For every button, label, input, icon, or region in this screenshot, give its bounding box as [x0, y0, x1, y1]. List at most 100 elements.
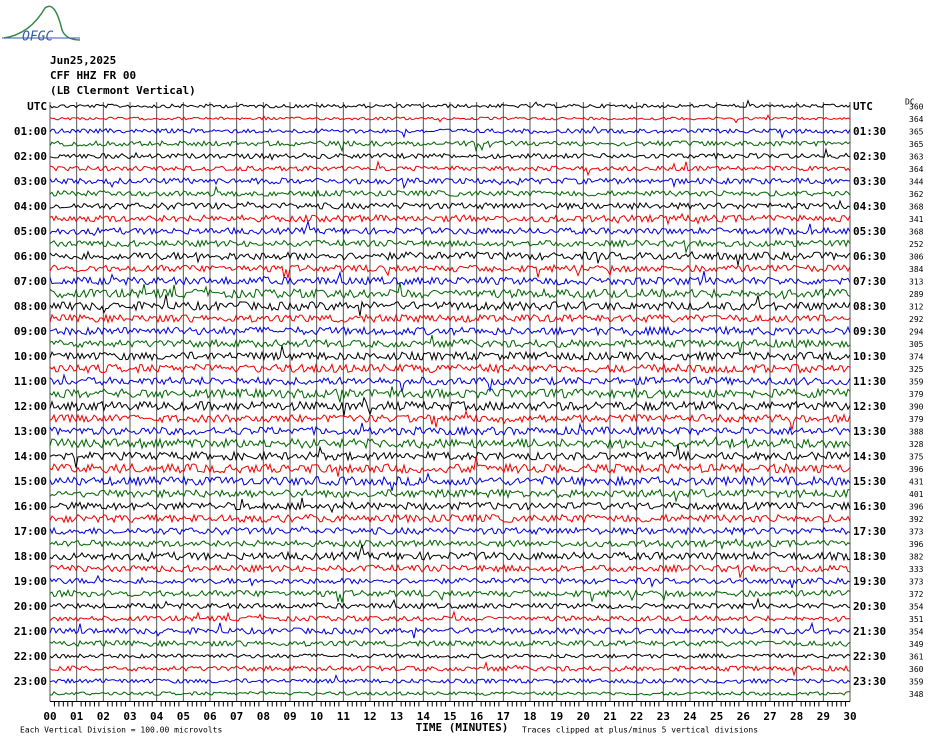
- dc-value: 294: [909, 328, 924, 337]
- trace: [49, 610, 851, 623]
- trace: [49, 219, 851, 237]
- dc-value: 373: [909, 578, 924, 587]
- trace: [49, 238, 851, 254]
- x-tick-label: 05: [177, 710, 190, 723]
- trace: [49, 513, 851, 524]
- dc-header: DC: [905, 98, 915, 107]
- dc-value: 351: [909, 615, 924, 624]
- dc-value: 401: [909, 490, 924, 499]
- dc-value: 384: [909, 265, 924, 274]
- hour-label: 21:00: [14, 625, 47, 638]
- x-label: TIME (MINUTES): [416, 721, 509, 734]
- dc-value: 348: [909, 690, 924, 699]
- trace: [49, 177, 851, 190]
- dc-value: 362: [909, 190, 924, 199]
- trace: [49, 294, 851, 316]
- x-tick-label: 18: [523, 710, 536, 723]
- dc-value: 312: [909, 303, 924, 312]
- hour-label: 07:00: [14, 275, 47, 288]
- hour-label: 01:00: [14, 125, 47, 138]
- x-tick-label: 07: [230, 710, 243, 723]
- x-tick-label: 26: [737, 710, 751, 723]
- trace: [49, 282, 851, 300]
- hour-label: 19:00: [14, 575, 47, 588]
- x-tick-label: 02: [97, 710, 110, 723]
- dc-value: 431: [909, 478, 924, 487]
- hour-label: 13:00: [14, 425, 47, 438]
- trace: [49, 444, 851, 468]
- dc-value: 396: [909, 503, 924, 512]
- x-tick-label: 16: [470, 710, 484, 723]
- date: Jun25,2025: [50, 54, 116, 67]
- x-tick-label: 11: [337, 710, 351, 723]
- dc-value: 373: [909, 528, 924, 537]
- hour-label: 12:00: [14, 400, 47, 413]
- dc-value: 365: [909, 140, 924, 149]
- x-tick-label: 17: [497, 710, 510, 723]
- half-hour-label: 01:30: [853, 125, 886, 138]
- trace: [49, 690, 850, 697]
- trace: [49, 212, 851, 226]
- location: (LB Clermont Vertical): [50, 84, 196, 97]
- half-hour-label: 03:30: [853, 175, 886, 188]
- trace: [49, 597, 851, 610]
- trace: [49, 125, 851, 140]
- x-tick-label: 19: [550, 710, 563, 723]
- trace: [49, 345, 851, 362]
- dc-value: 328: [909, 440, 924, 449]
- dc-value: 365: [909, 128, 924, 137]
- half-hour-label: 07:30: [853, 275, 886, 288]
- trace: [49, 334, 851, 354]
- x-tick-label: 30: [843, 710, 856, 723]
- trace: [49, 574, 851, 589]
- dc-value: 368: [909, 203, 924, 212]
- half-hour-label: 16:30: [853, 500, 886, 513]
- dc-value: 333: [909, 565, 924, 574]
- trace: [49, 563, 851, 578]
- hour-label: 20:00: [14, 600, 47, 613]
- trace: [49, 113, 851, 124]
- footer-left: Each Vertical Division = 100.00 microvol…: [20, 726, 222, 735]
- trace: [49, 362, 851, 375]
- x-tick-label: 28: [790, 710, 803, 723]
- x-tick-label: 04: [150, 710, 164, 723]
- dc-value: 292: [909, 315, 924, 324]
- half-hour-label: 22:30: [853, 650, 886, 663]
- dc-value: 360: [909, 103, 924, 112]
- trace: [49, 139, 851, 153]
- x-tick-label: 10: [310, 710, 323, 723]
- hour-label: 06:00: [14, 250, 47, 263]
- hour-label: 02:00: [14, 150, 47, 163]
- dc-value: 359: [909, 378, 924, 387]
- half-hour-label: 11:30: [853, 375, 886, 388]
- dc-value: 396: [909, 540, 924, 549]
- half-hour-label: 04:30: [853, 200, 886, 213]
- half-hour-label: 09:30: [853, 325, 886, 338]
- x-tick-label: 06: [203, 710, 217, 723]
- half-hour-label: UTC: [853, 100, 873, 113]
- dc-value: 354: [909, 603, 924, 612]
- trace: [49, 544, 851, 563]
- dc-value: 396: [909, 465, 924, 474]
- trace: [49, 652, 851, 660]
- trace: [49, 325, 851, 337]
- dc-value: 325: [909, 365, 924, 374]
- half-hour-label: 12:30: [853, 400, 886, 413]
- x-tick-label: 14: [417, 710, 431, 723]
- dc-value: 344: [909, 178, 924, 187]
- trace: [49, 313, 851, 324]
- x-tick-label: 00: [43, 710, 56, 723]
- trace: [49, 409, 851, 430]
- dc-value: 372: [909, 590, 924, 599]
- half-hour-label: 15:30: [853, 475, 886, 488]
- footer-right: Traces clipped at plus/minus 5 vertical …: [522, 726, 758, 735]
- hour-label: 18:00: [14, 550, 47, 563]
- hour-label: 04:00: [14, 200, 47, 213]
- x-tick-label: 15: [443, 710, 456, 723]
- trace: [49, 472, 851, 491]
- trace: [49, 488, 850, 504]
- x-tick-label: 24: [683, 710, 697, 723]
- x-tick-label: 01: [70, 710, 84, 723]
- dc-value: 361: [909, 653, 924, 662]
